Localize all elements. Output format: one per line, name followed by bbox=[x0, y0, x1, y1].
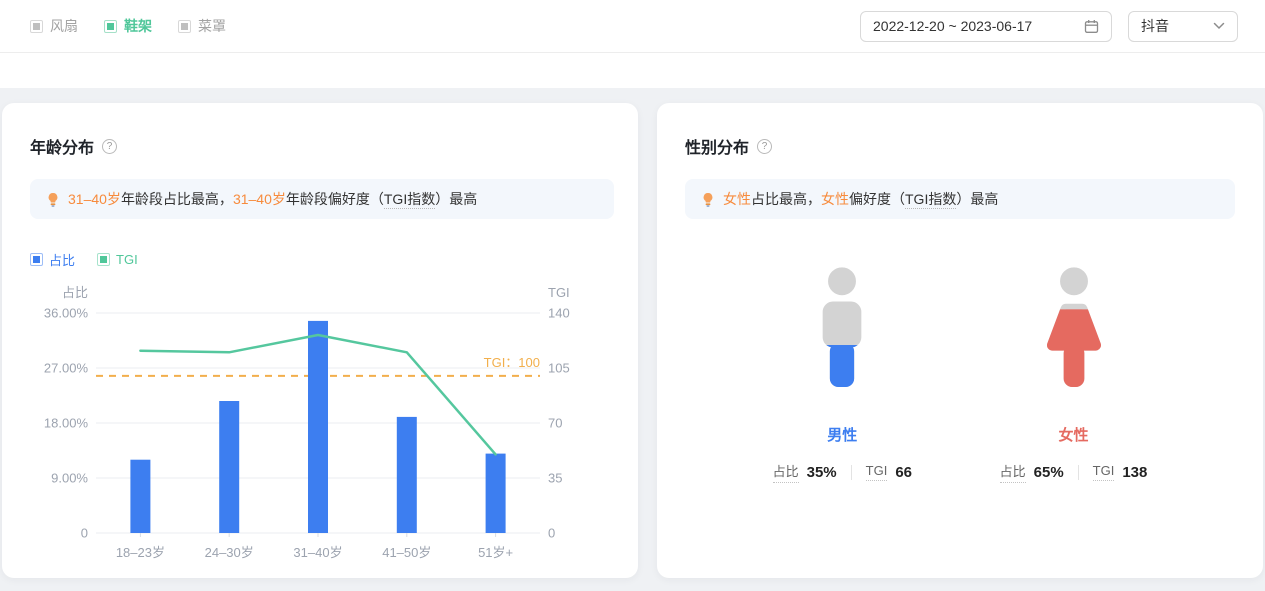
share-term[interactable]: 占比 bbox=[772, 461, 799, 483]
svg-text:占比: 占比 bbox=[62, 285, 88, 300]
gender-card-header: 性别分布 ? bbox=[685, 103, 1235, 158]
topbar-controls: 2022-12-20 ~ 2023-06-17 抖音 bbox=[860, 10, 1238, 42]
topbar: 风扇 鞋架 菜罩 2022-12-20 ~ 2023-06-17 抖音 bbox=[0, 0, 1265, 53]
svg-text:18–23岁: 18–23岁 bbox=[116, 545, 165, 560]
tgi-term[interactable]: TGI bbox=[865, 463, 888, 481]
age-insight-text: 31–40岁年龄段占比最高，31–40岁年龄段偏好度（TGI指数）最高 bbox=[68, 191, 478, 209]
date-range-picker[interactable]: 2022-12-20 ~ 2023-06-17 bbox=[860, 10, 1112, 42]
checkbox-icon bbox=[104, 19, 117, 33]
sub-strip bbox=[0, 53, 1265, 88]
gender-card-title: 性别分布 bbox=[685, 140, 750, 157]
gender-distribution-card: 性别分布 ? 女性占比最高，女性偏好度（TGI指数）最高 bbox=[657, 103, 1263, 578]
checkbox-fill bbox=[33, 22, 40, 30]
age-chart: 36.00% 140 27.00% 105 18.00% 70 9.00% 35 0 0 占比 TGI… bbox=[44, 285, 570, 560]
insight-highlight: 31–40岁 bbox=[232, 191, 286, 207]
svg-text:TGI: TGI bbox=[548, 285, 570, 300]
legend-swatch-fill bbox=[33, 256, 40, 263]
svg-text:105: 105 bbox=[548, 361, 570, 376]
tgi-value: 66 bbox=[895, 463, 913, 481]
age-insight-banner: 31–40岁年龄段占比最高，31–40岁年龄段偏好度（TGI指数）最高 bbox=[30, 179, 614, 219]
tab-caizhao[interactable]: 菜罩 bbox=[178, 16, 226, 36]
tgi-term[interactable]: TGI指数 bbox=[905, 191, 957, 209]
svg-text:35: 35 bbox=[548, 471, 562, 486]
svg-text:9.00%: 9.00% bbox=[51, 471, 88, 486]
share-value: 35% bbox=[806, 463, 837, 481]
male-stats: 占比 35% TGI 66 bbox=[772, 461, 913, 483]
male-label: 男性 bbox=[827, 427, 858, 444]
stats-divider bbox=[1077, 464, 1079, 480]
tab-fengshan[interactable]: 风扇 bbox=[30, 16, 78, 36]
age-card-title: 年龄分布 bbox=[30, 140, 95, 157]
male-figure bbox=[801, 266, 883, 392]
age-distribution-card: 年龄分布 ? 31–40岁年龄段占比最高，31–40岁年龄段偏好度（TGI指数）… bbox=[2, 103, 638, 578]
lightbulb-icon bbox=[703, 192, 713, 207]
legend-swatch-fill bbox=[100, 256, 108, 263]
svg-text:36.00%: 36.00% bbox=[44, 306, 89, 321]
svg-text:TGI：100: TGI：100 bbox=[484, 355, 540, 370]
calendar-icon bbox=[1084, 19, 1099, 33]
tgi-term[interactable]: TGI bbox=[1092, 463, 1115, 481]
tgi-term[interactable]: TGI指数 bbox=[383, 191, 436, 209]
date-range-value: 2022-12-20 ~ 2023-06-17 bbox=[873, 18, 1033, 34]
svg-text:140: 140 bbox=[548, 306, 570, 321]
product-tabs: 风扇 鞋架 菜罩 bbox=[30, 16, 226, 36]
share-value: 65% bbox=[1033, 463, 1064, 481]
tab-label: 菜罩 bbox=[198, 18, 226, 34]
chart-legend: 占比 TGI bbox=[30, 250, 614, 269]
platform-select-value: 抖音 bbox=[1141, 18, 1169, 34]
tab-label: 鞋架 bbox=[124, 18, 152, 34]
tgi-value: 138 bbox=[1122, 463, 1148, 481]
stats-divider bbox=[850, 464, 852, 480]
gender-insight-text: 女性占比最高，女性偏好度（TGI指数）最高 bbox=[723, 191, 999, 209]
insight-highlight: 女性 bbox=[723, 191, 751, 207]
insight-highlight: 女性 bbox=[821, 191, 849, 207]
help-icon[interactable]: ? bbox=[757, 138, 773, 154]
legend-label: TGI bbox=[116, 252, 138, 267]
lightbulb-icon bbox=[48, 192, 58, 207]
svg-text:0: 0 bbox=[81, 526, 88, 541]
gender-male-column: 男性 占比 35% TGI 66 bbox=[772, 266, 913, 483]
legend-swatch-icon bbox=[30, 253, 43, 266]
checkbox-icon bbox=[30, 19, 43, 33]
svg-text:18.00%: 18.00% bbox=[44, 416, 89, 431]
chevron-down-icon bbox=[1213, 22, 1225, 30]
gender-female-column: 女性 占比 65% TGI 138 bbox=[999, 266, 1148, 483]
svg-text:51岁+: 51岁+ bbox=[478, 545, 513, 560]
legend-item-tgi[interactable]: TGI bbox=[97, 252, 138, 267]
svg-text:41–50岁: 41–50岁 bbox=[382, 545, 431, 560]
female-figure bbox=[1033, 266, 1115, 392]
legend-label: 占比 bbox=[49, 253, 76, 268]
age-card-header: 年龄分布 ? bbox=[30, 103, 614, 158]
checkbox-fill bbox=[107, 22, 114, 30]
svg-text:24–30岁: 24–30岁 bbox=[205, 545, 254, 560]
svg-text:0: 0 bbox=[548, 526, 555, 541]
svg-text:31–40岁: 31–40岁 bbox=[293, 545, 342, 560]
checkbox-fill bbox=[181, 22, 188, 30]
svg-text:70: 70 bbox=[548, 416, 562, 431]
help-icon[interactable]: ? bbox=[102, 138, 118, 154]
platform-select[interactable]: 抖音 bbox=[1128, 10, 1238, 42]
tab-label: 风扇 bbox=[50, 18, 78, 34]
share-term[interactable]: 占比 bbox=[999, 461, 1026, 483]
svg-text:27.00%: 27.00% bbox=[44, 361, 89, 376]
legend-item-share[interactable]: 占比 bbox=[30, 250, 75, 269]
female-stats: 占比 65% TGI 138 bbox=[999, 461, 1148, 483]
gender-insight-banner: 女性占比最高，女性偏好度（TGI指数）最高 bbox=[685, 179, 1235, 219]
content: 年龄分布 ? 31–40岁年龄段占比最高，31–40岁年龄段偏好度（TGI指数）… bbox=[0, 88, 1265, 591]
gender-figures: 男性 占比 35% TGI 66 bbox=[685, 266, 1235, 483]
insight-highlight: 31–40岁 bbox=[68, 191, 121, 207]
checkbox-icon bbox=[178, 19, 191, 33]
female-label: 女性 bbox=[1058, 427, 1089, 444]
legend-swatch-icon bbox=[97, 253, 111, 266]
tab-xiejia[interactable]: 鞋架 bbox=[104, 16, 152, 36]
